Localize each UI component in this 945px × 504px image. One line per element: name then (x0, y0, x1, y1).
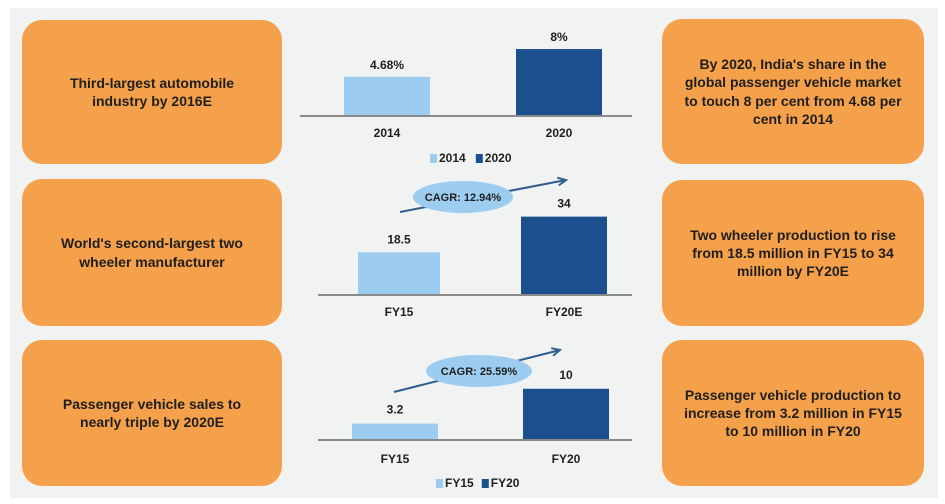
left-box-two-wheeler: World's second-largest two wheeler manuf… (22, 179, 282, 326)
chart1-tick-label-2014: 2014 (374, 126, 401, 140)
left-box-automobile: Third-largest automobile industry by 201… (22, 20, 282, 164)
chart3-tick-label-FY15: FY15 (381, 452, 410, 466)
chart3-bar-FY15 (352, 423, 438, 440)
right-box-global-share: By 2020, India's share in the global pas… (662, 19, 924, 164)
chart3-cagr-bubble (426, 355, 532, 387)
chart1-value-label-2014: 4.68% (370, 58, 404, 72)
chart3-cagr-label: CAGR: 25.59% (441, 366, 518, 378)
chart1-value-label-2020: 8% (550, 30, 568, 44)
chart3-tick-label-FY20: FY20 (552, 452, 581, 466)
chart2-tick-label-FY15: FY15 (385, 305, 414, 319)
chart1-bar-2020 (516, 49, 602, 116)
chart1-bar-2014 (344, 76, 430, 116)
chart3-legend-swatch-FY20 (481, 479, 489, 488)
chart2-value-label-FY20E: 34 (557, 197, 571, 211)
right-box-two-wheeler-production: Two wheeler production to rise from 18.5… (662, 180, 924, 326)
left-text-3: Passenger vehicle sales to nearly triple… (62, 395, 242, 430)
chart3-bar-FY20 (523, 388, 609, 440)
chart1-legend-label-2014: 2014 (439, 151, 466, 165)
left-box-passenger-vehicle: Passenger vehicle sales to nearly triple… (22, 340, 282, 486)
chart2-tick-label-FY20E: FY20E (546, 305, 583, 319)
chart2-bar-FY20E (521, 216, 607, 295)
chart3-legend-label-FY15: FY15 (445, 476, 474, 490)
right-text-2: Two wheeler production to rise from 18.5… (690, 226, 896, 280)
chart1-legend-swatch-2014 (430, 154, 437, 163)
chart1-tick-label-2020: 2020 (546, 126, 573, 140)
right-box-pv-production: Passenger vehicle production to increase… (662, 340, 924, 486)
left-text-2: World's second-largest two wheeler manuf… (61, 235, 243, 270)
chart3-value-label-FY15: 3.2 (387, 403, 404, 417)
chart1-legend-swatch-2020 (475, 154, 483, 163)
chart2-cagr-label: CAGR: 12.94% (425, 192, 502, 204)
chart3-value-label-FY20: 10 (559, 368, 573, 382)
left-text-1: Third-largest automobile industry by 201… (69, 74, 235, 109)
right-text-1: By 2020, India's share in the global pas… (684, 56, 902, 127)
chart2-cagr-bubble (413, 181, 513, 213)
chart2-value-label-FY15: 18.5 (387, 232, 411, 246)
chart2-growth-arrow-head (557, 176, 569, 187)
chart3-legend-label-FY20: FY20 (491, 476, 520, 490)
right-text-3: Passenger vehicle production to increase… (684, 386, 902, 440)
chart3-legend-swatch-FY15 (436, 479, 443, 488)
chart2-bar-FY15 (358, 252, 440, 295)
chart1-legend-label-2020: 2020 (485, 151, 512, 165)
chart3-growth-arrow-head (550, 347, 563, 357)
